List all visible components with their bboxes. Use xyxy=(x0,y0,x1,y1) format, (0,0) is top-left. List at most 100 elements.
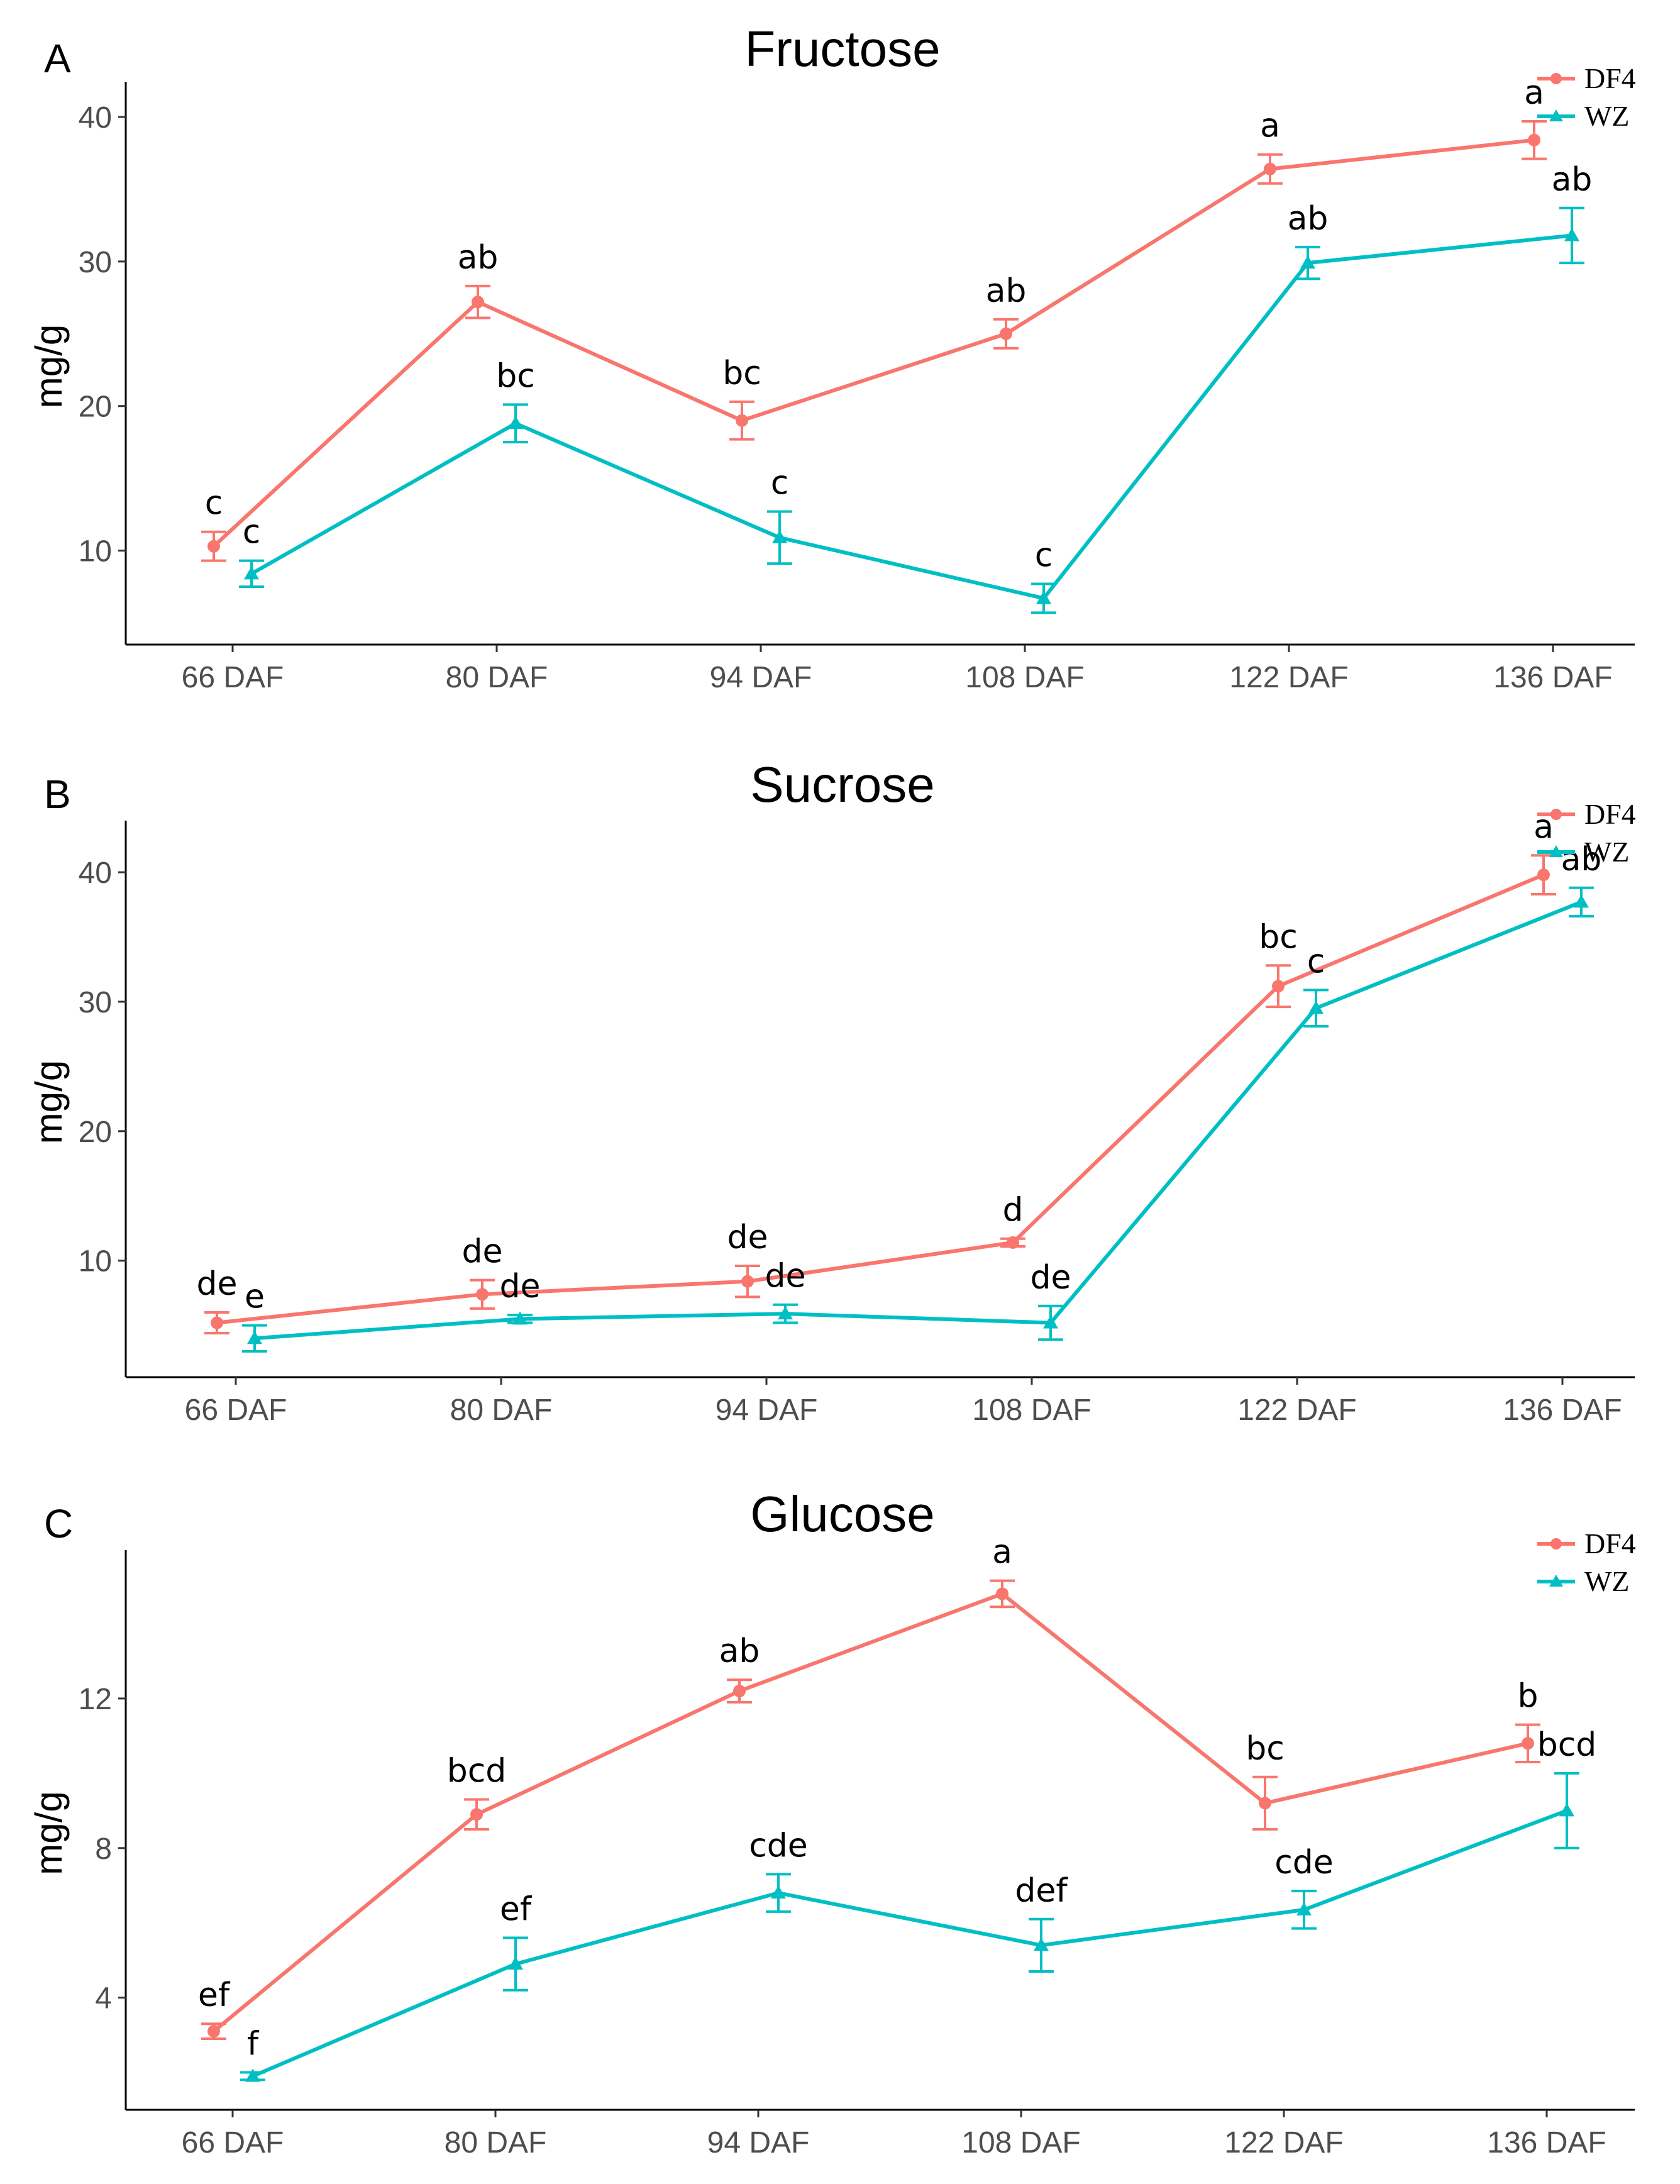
glucose-wz-line xyxy=(251,1809,1568,2078)
fructose-df4-point xyxy=(472,296,484,309)
glucose-wz-significance-label: ef xyxy=(500,1890,533,1928)
fructose-wz-significance-label: ab xyxy=(1288,200,1329,238)
glucose-legend-label: WZ xyxy=(1584,1565,1630,1597)
glucose-wz-point xyxy=(1034,1937,1049,1951)
glucose-wz-point xyxy=(1559,1803,1574,1817)
sucrose-wz-significance-label: de xyxy=(500,1268,541,1305)
fructose-wz-point xyxy=(1036,590,1051,604)
sucrose-df4-point xyxy=(211,1316,223,1329)
sucrose-wz-point xyxy=(1043,1315,1058,1329)
glucose-wz-significance-label: cde xyxy=(1274,1844,1334,1882)
fructose-wz-point xyxy=(244,566,259,580)
sucrose-panel: B Sucrose mg/g 10 20 30 40 66 DAF 80 DAF 94 DAF 10… xyxy=(28,757,1636,1427)
sucrose-y-tick-label: 10 xyxy=(79,1245,112,1278)
sucrose-df4-point xyxy=(476,1288,489,1301)
sucrose-df4-significance-label: d xyxy=(1002,1192,1023,1229)
sucrose-x-tick-label: 66 DAF xyxy=(185,1394,287,1427)
glucose-df4-line xyxy=(213,1592,1528,2033)
sucrose-legend-item-wz: WZ xyxy=(1537,836,1630,868)
fructose-legend: DF4 WZ xyxy=(1537,62,1636,132)
glucose-df4-point xyxy=(733,1685,746,1698)
sucrose-y-tick-label: 20 xyxy=(79,1116,112,1149)
sucrose-wz-significance-label: ab xyxy=(1561,841,1602,879)
sucrose-panel-letter: B xyxy=(44,772,71,817)
sucrose-legend-label: WZ xyxy=(1584,836,1630,868)
sucrose-legend-label: DF4 xyxy=(1584,798,1636,830)
glucose-x-tick-label: 94 DAF xyxy=(707,2126,810,2159)
fructose-x-tick-label: 122 DAF xyxy=(1229,661,1348,694)
glucose-x-tick-label: 122 DAF xyxy=(1224,2126,1343,2159)
fructose-df4-significance-label: ab xyxy=(986,272,1027,310)
glucose-df4-point xyxy=(470,1808,483,1821)
sucrose-wz-significance-label: de xyxy=(765,1258,806,1295)
glucose-wz-significance-label: cde xyxy=(749,1827,808,1865)
glucose-wz-point xyxy=(508,1956,523,1970)
fructose-y-tick-label: 10 xyxy=(79,535,112,568)
sucrose-df4-point xyxy=(741,1275,754,1288)
fructose-title: Fructose xyxy=(744,21,940,77)
glucose-wz-point xyxy=(245,2068,260,2082)
fructose-x-tick-label: 94 DAF xyxy=(710,661,812,694)
glucose-y-tick-label: 12 xyxy=(79,1683,112,1716)
sucrose-wz-point xyxy=(1308,1001,1324,1014)
sucrose-df4-point xyxy=(1007,1236,1019,1249)
glucose-panel: C Glucose mg/g 4 8 12 66 DAF 80 DAF 94 DAF 108 DA… xyxy=(28,1486,1636,2159)
sucrose-wz-significance-label: c xyxy=(1307,943,1325,980)
glucose-wz-significance-label: bcd xyxy=(1537,1726,1597,1764)
fructose-df4-point xyxy=(207,540,220,553)
sucrose-x-tick-label: 122 DAF xyxy=(1237,1394,1356,1427)
glucose-series-wz: f ef cde def cde bcd xyxy=(240,1726,1596,2082)
sucrose-wz-significance-label: e xyxy=(245,1278,265,1316)
fructose-y-tick-label: 30 xyxy=(79,246,112,279)
sucrose-x-tick-label: 136 DAF xyxy=(1503,1394,1622,1427)
glucose-wz-significance-label: def xyxy=(1015,1872,1068,1910)
glucose-panel-letter: C xyxy=(44,1501,73,1546)
fructose-legend-label: DF4 xyxy=(1584,62,1636,94)
glucose-x-tick-label: 66 DAF xyxy=(182,2126,284,2159)
glucose-legend-item-wz: WZ xyxy=(1537,1565,1630,1597)
glucose-legend-item-df4: DF4 xyxy=(1537,1527,1636,1560)
fructose-x-tick-label: 108 DAF xyxy=(965,661,1084,694)
fructose-df4-point xyxy=(1528,133,1540,147)
sucrose-df4-significance-label: de xyxy=(462,1233,503,1271)
fructose-legend-item-df4: DF4 xyxy=(1537,62,1636,94)
sucrose-df4-significance-label: de xyxy=(727,1219,768,1256)
fructose-df4-point xyxy=(1264,162,1276,175)
glucose-wz-significance-label: f xyxy=(247,2026,260,2063)
fructose-df4-point xyxy=(1000,327,1012,340)
fructose-wz-significance-label: c xyxy=(243,514,261,552)
fructose-df4-significance-label: bc xyxy=(722,355,761,392)
glucose-df4-point xyxy=(207,2025,220,2038)
fructose-wz-point xyxy=(1564,228,1579,241)
glucose-x-tick-label: 136 DAF xyxy=(1487,2126,1606,2159)
glucose-series-df4: ef bcd ab a bc b xyxy=(198,1534,1540,2041)
fructose-wz-significance-label: ab xyxy=(1552,161,1593,199)
glucose-wz-point xyxy=(1296,1902,1312,1915)
fructose-y-tick-label: 40 xyxy=(79,101,112,135)
sucrose-df4-point xyxy=(1537,868,1550,882)
fructose-df4-significance-label: ab xyxy=(458,239,499,277)
sucrose-x-tick-label: 80 DAF xyxy=(450,1394,553,1427)
glucose-df4-point xyxy=(996,1587,1009,1600)
sucrose-wz-point xyxy=(247,1331,262,1344)
glucose-y-tick-label: 8 xyxy=(95,1832,112,1866)
sucrose-title: Sucrose xyxy=(750,757,934,812)
glucose-legend: DF4 WZ xyxy=(1537,1527,1636,1597)
glucose-df4-significance-label: b xyxy=(1517,1678,1538,1716)
fructose-wz-point xyxy=(772,529,787,543)
fructose-wz-line xyxy=(250,233,1572,601)
fructose-df4-point xyxy=(736,414,748,427)
fructose-x-tick-label: 66 DAF xyxy=(182,661,284,694)
fructose-wz-point xyxy=(508,416,523,430)
sucrose-x-tick-label: 94 DAF xyxy=(716,1394,818,1427)
glucose-df4-point xyxy=(1259,1797,1271,1810)
fructose-df4-significance-label: c xyxy=(205,485,223,523)
sucrose-wz-point xyxy=(778,1306,793,1320)
glucose-wz-point xyxy=(771,1885,786,1899)
glucose-df4-significance-label: bcd xyxy=(447,1752,507,1790)
fructose-wz-significance-label: c xyxy=(771,465,789,502)
fructose-wz-significance-label: c xyxy=(1035,536,1053,574)
